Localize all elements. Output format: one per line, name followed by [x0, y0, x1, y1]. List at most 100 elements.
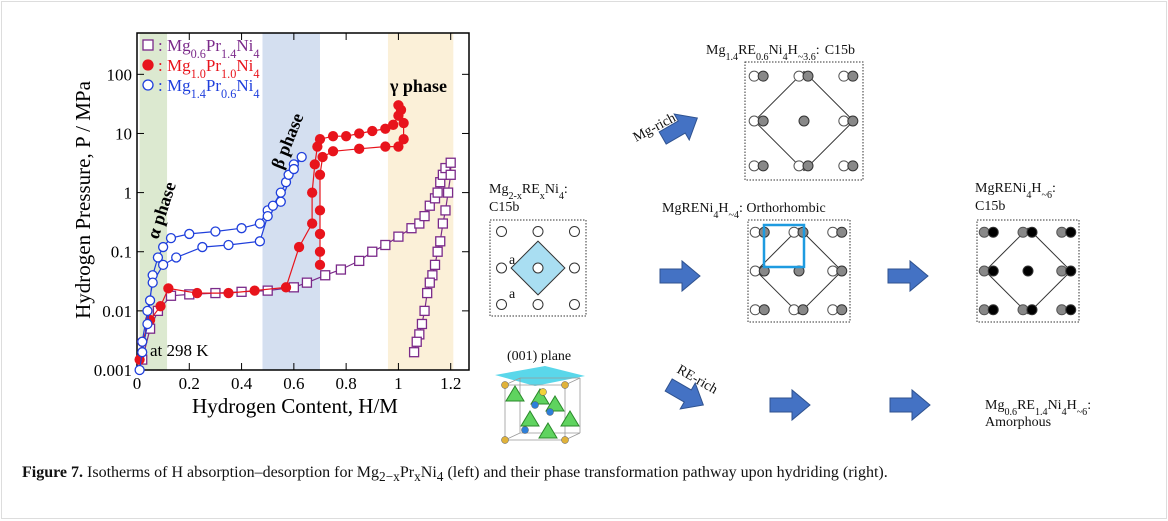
tetrahedron: [545, 395, 565, 412]
lattice-cell: [976, 219, 1080, 323]
atom: [1065, 304, 1077, 316]
data-point: [254, 236, 266, 247]
x-axis-title: Hydrogen Content, H/M: [192, 394, 398, 418]
atom: [496, 226, 508, 238]
data-point: [134, 364, 145, 376]
pathway-arrow: [658, 113, 698, 145]
data-point: [267, 200, 279, 211]
data-point: [388, 119, 399, 130]
x-tick-label: 1.2: [440, 374, 461, 393]
atom: [546, 408, 554, 416]
data-point: [424, 200, 435, 211]
data-point: [380, 141, 391, 152]
data-point: [416, 318, 428, 330]
data-point: [327, 131, 339, 142]
data-point: [184, 228, 195, 240]
data-point: [408, 347, 420, 358]
tetrahedron: [520, 410, 540, 427]
data-point: [442, 187, 454, 198]
phase-label: Mg2-xRExNi4:: [489, 182, 568, 202]
phase-sublabel: C15b: [489, 200, 519, 215]
data-point: [155, 301, 166, 312]
atom: [757, 70, 769, 82]
x-tick-label: 0: [133, 374, 142, 393]
caption-formula: Mg2−xPrxNi4: [356, 464, 444, 485]
atom: [847, 70, 859, 82]
data-point: [393, 231, 404, 242]
lattice-diagram: [747, 219, 851, 323]
pathway-arrow: [887, 259, 929, 293]
data-point: [367, 246, 378, 257]
data-point: [314, 169, 326, 180]
atom: [836, 265, 848, 277]
legend-label: : Mg0.6Pr1.4Ni4: [158, 36, 259, 61]
data-point: [223, 239, 234, 251]
data-point: [395, 104, 407, 116]
data-point: [142, 305, 153, 317]
caption-label: Figure 7.: [22, 464, 84, 481]
tetrahedron: [530, 388, 550, 405]
data-point: [309, 159, 320, 170]
data-point: [354, 255, 365, 267]
data-point: [440, 205, 451, 216]
data-point: [157, 241, 169, 253]
data-point: [306, 187, 318, 198]
atom: [847, 160, 859, 172]
pathway-arrow: [769, 388, 811, 422]
atom: [496, 298, 508, 310]
data-point: [223, 287, 234, 299]
y-tick-label: 100: [107, 65, 133, 84]
data-point: [254, 218, 266, 229]
atom: [521, 426, 529, 434]
lattice-diagram: [744, 61, 864, 181]
data-point: [142, 318, 153, 330]
data-point: [393, 141, 404, 152]
atom: [758, 304, 770, 316]
data-point: [432, 187, 443, 198]
data-point: [380, 239, 391, 251]
data-point: [314, 259, 326, 271]
data-point: [380, 123, 391, 134]
lattice-diagram: [489, 219, 587, 317]
atom: [987, 265, 999, 277]
data-point: [152, 252, 164, 263]
phase-label: Mg1.4RE0.6Ni4H~3.6:: [706, 43, 820, 63]
atom: [1026, 226, 1038, 238]
atom: [1022, 265, 1034, 277]
x-tick-label: 0.2: [179, 374, 200, 393]
caption-text: Isotherms of H absorption–desorption for: [87, 464, 353, 481]
phase-sublabel: C15b: [975, 199, 1005, 214]
crystal-sketch: [495, 366, 585, 444]
data-point: [419, 210, 430, 222]
legend-label: : Mg1.0Pr1.0Ni4: [158, 56, 259, 81]
atom: [987, 226, 999, 238]
data-point: [275, 196, 286, 207]
atom: [568, 226, 580, 238]
phase-label: Mg0.6RE1.4Ni4H~6:: [985, 398, 1091, 418]
data-point: [445, 157, 456, 168]
data-point: [137, 336, 148, 347]
data-point: [340, 131, 352, 142]
atom: [797, 304, 809, 316]
y-axis-title: Hydrogen Pressure, P / MPa: [71, 80, 95, 318]
data-point: [440, 162, 451, 174]
data-point: [445, 169, 456, 180]
data-point: [419, 305, 430, 317]
caption-text: (left) and their phase transformation pa…: [447, 464, 888, 481]
atom: [501, 436, 509, 444]
data-point: [335, 264, 347, 275]
data-point: [165, 232, 177, 244]
atom: [1065, 226, 1077, 238]
data-point: [320, 270, 331, 281]
legend-label: : Mg1.4Pr0.6Ni4: [158, 76, 259, 101]
atom: [532, 262, 544, 274]
y-tick-label: 1: [124, 184, 133, 203]
data-point: [262, 210, 273, 222]
pathway-arrow: [659, 259, 701, 293]
data-point: [163, 283, 174, 294]
y-tick-label: 0.1: [111, 243, 132, 262]
atom: [802, 160, 814, 172]
y-tick-label: 10: [115, 124, 132, 143]
